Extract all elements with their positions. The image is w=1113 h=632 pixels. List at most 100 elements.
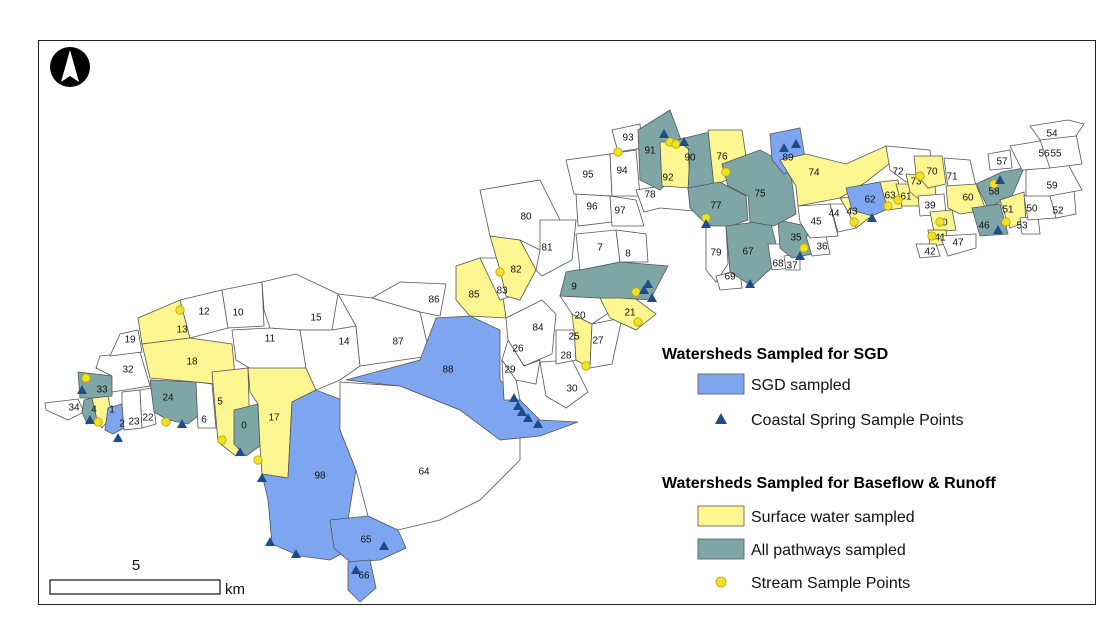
scale-unit: km — [225, 581, 245, 598]
stream-sample-point — [161, 417, 171, 427]
watershed-label: 14 — [338, 337, 350, 348]
watershed-label: 71 — [946, 172, 958, 183]
watershed-label: 56 — [1038, 149, 1050, 160]
watershed-15 — [261, 273, 339, 331]
coastal-spring-point — [235, 447, 245, 456]
map-frame — [38, 40, 1096, 605]
watershed-label: 15 — [310, 313, 322, 324]
coastal-spring-point — [659, 129, 669, 138]
watershed-label: 55 — [1050, 149, 1062, 160]
watershed-label: 43 — [846, 207, 858, 218]
coastal-spring-point — [745, 279, 755, 288]
watershed-label: 6 — [201, 415, 207, 426]
stream-sample-point — [175, 305, 185, 315]
watershed-label: 53 — [1016, 221, 1028, 232]
watershed-label: 33 — [96, 385, 108, 396]
watershed-label: 58 — [988, 187, 1000, 198]
watershed-label: 79 — [710, 248, 722, 259]
stream-sample-point — [613, 147, 623, 157]
watershed-label: 91 — [644, 146, 656, 157]
watershed-label: 20 — [574, 311, 586, 322]
scale-value: 5 — [132, 557, 140, 574]
watershed-label: 37 — [786, 261, 798, 272]
coastal-spring-point — [509, 393, 519, 402]
coastal-spring-point — [643, 279, 653, 288]
watershed-label: 47 — [952, 238, 964, 249]
watershed-79 — [705, 225, 729, 283]
stream-sample-point — [915, 171, 925, 181]
legend-swatch-sgd — [697, 373, 745, 395]
coastal-spring-point — [177, 419, 187, 428]
stream-sample-point — [849, 217, 859, 227]
coastal-spring-point — [795, 251, 805, 260]
watershed-label: 84 — [532, 323, 544, 334]
watershed-label: 96 — [586, 202, 598, 213]
watershed-label: 82 — [510, 265, 522, 276]
coastal-spring-point — [867, 213, 877, 222]
watershed-label: 94 — [616, 166, 628, 177]
watershed-47 — [939, 233, 977, 257]
watershed-8 — [615, 229, 649, 263]
watershed-label: 69 — [724, 272, 736, 283]
watershed-label: 72 — [892, 167, 904, 178]
watershed-label: 42 — [924, 247, 936, 258]
watershed-98 — [261, 389, 357, 561]
watershed-6 — [195, 381, 217, 429]
watershed-58 — [975, 167, 1025, 209]
watershed-label: 62 — [864, 195, 876, 206]
north-arrow-icon — [50, 47, 90, 87]
stream-sample-point — [927, 231, 937, 241]
legend-label-all: All pathways sampled — [751, 542, 906, 559]
watershed-label: 70 — [926, 167, 938, 178]
watershed-label: 44 — [828, 209, 840, 220]
watershed-label: 50 — [1026, 204, 1038, 215]
watershed-label: 12 — [198, 307, 210, 318]
watershed-label: 41 — [934, 233, 946, 244]
stream-sample-point — [893, 195, 903, 205]
coastal-spring-point — [533, 419, 543, 428]
watershed-label: 92 — [662, 173, 674, 184]
watershed-0 — [233, 403, 261, 457]
watershed-label: 24 — [162, 393, 174, 404]
watershed-label: 67 — [742, 247, 754, 258]
coastal-spring-point — [791, 139, 801, 148]
legend-label-stream: Stream Sample Points — [751, 575, 910, 592]
watershed-label: 26 — [512, 344, 524, 355]
legend-title-baseflow: Watersheds Sampled for Baseflow & Runoff — [662, 475, 996, 492]
coastal-spring-point — [517, 407, 527, 416]
watershed-label: 13 — [176, 325, 188, 336]
watershed-label: 46 — [978, 221, 990, 232]
legend-title-sgd: Watersheds Sampled for SGD — [662, 346, 888, 363]
watershed-label: 25 — [568, 332, 580, 343]
watershed-label: 97 — [614, 206, 626, 217]
coastal-spring-point — [85, 415, 95, 424]
stream-sample-point — [495, 267, 505, 277]
watershed-label: 95 — [582, 170, 594, 181]
legend: Watersheds Sampled for SGD SGD sampled C… — [662, 346, 996, 592]
legend-swatch-surface — [697, 505, 745, 527]
watershed-29 — [501, 358, 521, 401]
watershed-label: 60 — [962, 193, 974, 204]
stream-sample-point — [217, 435, 227, 445]
watershed-75 — [721, 149, 797, 227]
watershed-label: 30 — [566, 384, 578, 395]
legend-label-spring: Coastal Spring Sample Points — [751, 412, 964, 429]
watershed-97 — [609, 195, 645, 227]
coastal-spring-point — [523, 413, 533, 422]
watershed-19 — [109, 329, 143, 357]
watershed-label: 61 — [900, 192, 912, 203]
watershed-label: 88 — [442, 365, 454, 376]
coastal-spring-point — [291, 549, 301, 558]
watershed-label: 89 — [782, 153, 794, 164]
watershed-label: 27 — [592, 336, 604, 347]
watershed-label: 74 — [808, 168, 820, 179]
watershed-label: 64 — [418, 467, 430, 478]
stream-sample-point — [581, 361, 591, 371]
watershed-label: 11 — [265, 334, 276, 345]
watershed-label: 0 — [241, 421, 247, 432]
stream-sample-point — [935, 217, 945, 227]
watershed-23 — [121, 389, 143, 431]
coastal-spring-point — [647, 293, 657, 302]
watershed-label: 45 — [810, 217, 822, 228]
